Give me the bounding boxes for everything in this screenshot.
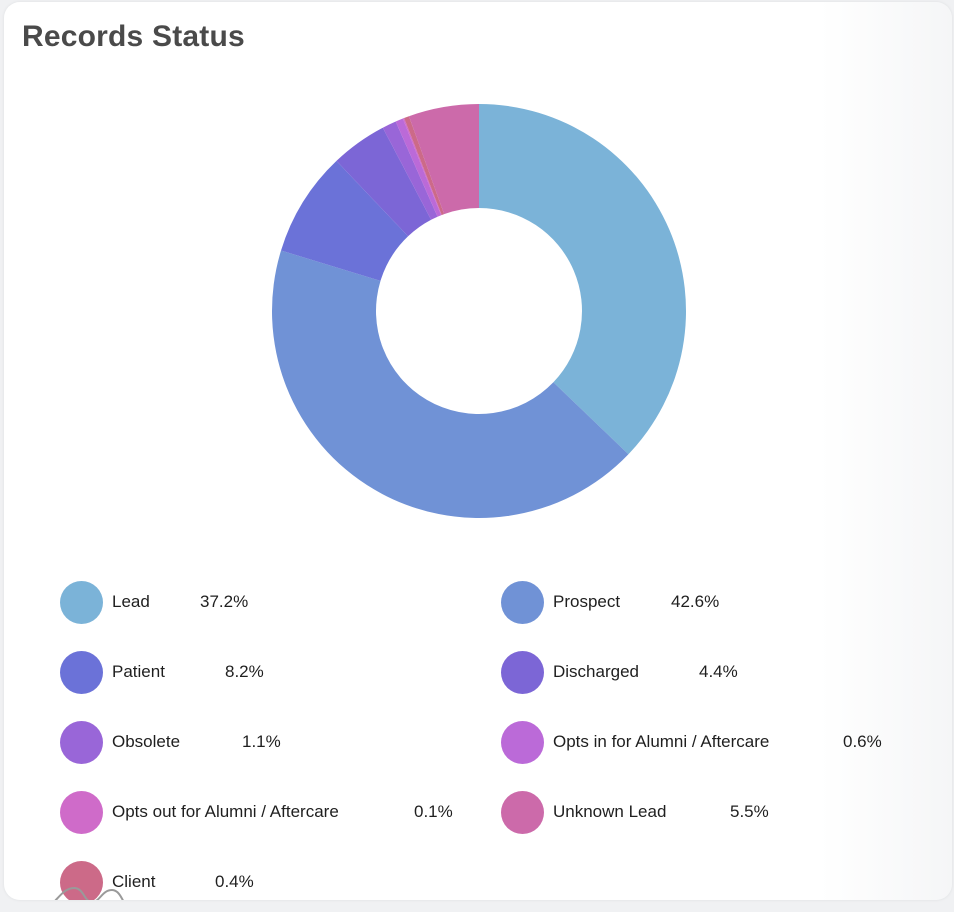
legend-label: Opts in for Alumni / Aftercare	[553, 732, 770, 751]
legend-label: Prospect	[553, 592, 621, 611]
legend-swatch	[60, 790, 103, 834]
legend-swatch	[60, 720, 103, 764]
legend-value: 0.6%	[843, 732, 882, 751]
legend-label: Lead	[112, 592, 150, 611]
legend-value: 37.2%	[200, 592, 249, 611]
legend-label: Patient	[112, 662, 165, 681]
donut-slice-prospect[interactable]	[272, 250, 629, 518]
donut-slice-discharged[interactable]	[336, 127, 432, 237]
legend-item-discharged[interactable]: Discharged 4.4%	[501, 650, 738, 694]
donut-slice-opts-in-for-alumni-aftercare[interactable]	[395, 118, 442, 217]
legend-swatch	[60, 580, 103, 624]
legend-item-opts-out-for-alumni-aftercare[interactable]: Opts out for Alumni / Aftercare 0.1%	[60, 790, 453, 834]
legend-item-lead[interactable]: Lead 37.2%	[60, 580, 248, 624]
legend-value: 0.1%	[414, 802, 453, 821]
donut-slice-opts-out-for-alumni-aftercare[interactable]	[402, 118, 442, 216]
legend-item-opts-in-for-alumni-aftercare[interactable]: Opts in for Alumni / Aftercare 0.6%	[501, 720, 882, 764]
donut-slice-client[interactable]	[404, 116, 445, 215]
legend-item-prospect[interactable]: Prospect 42.6%	[501, 580, 719, 624]
legend-swatch	[501, 720, 544, 764]
legend-swatch	[501, 580, 544, 624]
donut-slice-obsolete[interactable]	[382, 121, 438, 220]
legend-label: Opts out for Alumni / Aftercare	[112, 802, 339, 821]
legend-label: Client	[112, 872, 156, 891]
legend-swatch	[501, 650, 544, 694]
legend-item-obsolete[interactable]: Obsolete 1.1%	[60, 720, 281, 764]
legend-value: 42.6%	[671, 592, 720, 611]
legend-label: Unknown Lead	[553, 802, 667, 821]
card-title: Records Status	[22, 20, 245, 53]
donut-slice-patient[interactable]	[281, 160, 409, 281]
legend-swatch	[60, 650, 103, 694]
legend-value: 5.5%	[730, 802, 769, 821]
legend-label: Obsolete	[112, 732, 181, 751]
loading-wave-icon	[54, 886, 124, 900]
legend-value: 4.4%	[699, 662, 738, 681]
legend-value: 8.2%	[225, 662, 264, 681]
donut-slice-unknown-lead[interactable]	[408, 104, 479, 215]
legend-swatch	[501, 790, 544, 834]
legend-item-unknown-lead[interactable]: Unknown Lead 5.5%	[501, 790, 769, 834]
legend-item-patient[interactable]: Patient 8.2%	[60, 650, 264, 694]
legend-value: 1.1%	[242, 732, 281, 751]
donut-chart	[272, 104, 686, 518]
donut-slice-lead[interactable]	[479, 104, 686, 455]
records-status-card: Records Status Lead 37.2% Prospect 42.6% Pat…	[4, 2, 952, 900]
legend-label: Discharged	[553, 662, 639, 681]
legend-value: 0.4%	[215, 872, 254, 891]
